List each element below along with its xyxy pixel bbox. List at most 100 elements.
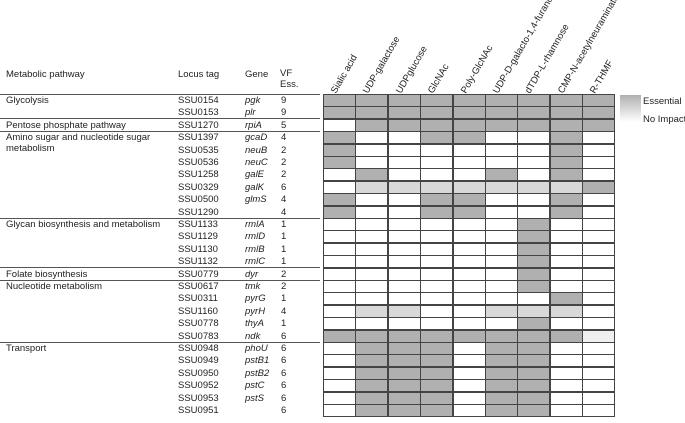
vf-essential: 2 <box>281 157 287 168</box>
heatmap-cell <box>549 329 583 343</box>
vf-essential: 5 <box>281 119 287 131</box>
heatmap-cell <box>485 218 518 231</box>
heatmap-cell <box>420 267 454 281</box>
heatmap-cell <box>323 342 356 355</box>
vf-essential: 1 <box>281 293 287 305</box>
heatmap-cell <box>355 131 389 145</box>
heatmap-cell <box>582 404 616 417</box>
locus-tag: SSU0617 <box>178 281 219 292</box>
heatmap-cell <box>420 118 454 132</box>
heatmap-cell <box>517 292 551 306</box>
locus-tag: SSU0783 <box>178 330 219 342</box>
heatmap-cell <box>355 317 389 331</box>
heatmap-cell <box>549 180 583 194</box>
locus-tag: SSU1129 <box>178 231 218 243</box>
gene-name: dyr <box>245 268 259 280</box>
heatmap-cell <box>452 106 486 120</box>
heatmap-cell <box>420 106 454 120</box>
heatmap-cell <box>323 156 356 169</box>
heatmap-cell <box>582 168 616 182</box>
heatmap-cell <box>452 354 486 368</box>
locus-tag: SSU0153 <box>178 107 219 119</box>
heatmap-cell <box>582 131 616 145</box>
heatmap-cell <box>355 354 389 368</box>
heatmap-cell <box>582 354 616 368</box>
gene-name: phoU <box>245 343 268 354</box>
gene-name: pgk <box>245 95 261 106</box>
heatmap-cell <box>452 304 486 318</box>
heatmap-cell <box>517 267 551 281</box>
heatmap-cell <box>485 317 518 331</box>
group-separator <box>0 217 320 219</box>
heatmap-cell <box>355 280 389 293</box>
heatmap-cell <box>387 168 421 182</box>
heatmap-cell <box>355 106 389 120</box>
pathway-label: Nucleotide metabolism <box>6 281 103 292</box>
heatmap-cell <box>582 193 616 207</box>
heatmap-cell <box>485 230 518 244</box>
heatmap-cell <box>517 317 551 331</box>
heatmap-cell <box>323 255 356 269</box>
heatmap-cell <box>355 218 389 231</box>
heatmap-cell <box>420 317 454 331</box>
heatmap-cell <box>323 242 356 256</box>
heatmap-cell <box>452 267 486 281</box>
header-gene: Gene <box>245 69 269 80</box>
gene-name: rmlD <box>245 231 266 243</box>
heatmap-cell <box>517 255 551 269</box>
heatmap-cell <box>355 193 389 207</box>
heatmap-cell <box>485 379 518 393</box>
heatmap-cell <box>387 230 421 244</box>
header-pathway: Metabolic pathway <box>6 69 85 80</box>
heatmap-cell <box>323 379 356 393</box>
heatmap-cell <box>387 354 421 368</box>
heatmap-cell <box>355 342 389 355</box>
heatmap-cell <box>452 366 486 380</box>
heatmap-cell <box>420 292 454 306</box>
heatmap-cell <box>485 354 518 368</box>
heatmap-cell <box>323 280 356 293</box>
locus-tag: SSU1130 <box>178 243 218 255</box>
heatmap-cell <box>517 391 551 405</box>
heatmap-cell <box>485 391 518 405</box>
heatmap-cell <box>582 205 616 219</box>
heatmap-cell <box>355 391 389 405</box>
vf-essential: 9 <box>281 95 287 106</box>
heatmap-cell <box>517 156 551 169</box>
gene-name: pstS <box>245 392 265 404</box>
gene-name: rpiA <box>245 119 262 131</box>
heatmap-cell <box>323 205 356 219</box>
heatmap-cell <box>517 131 551 145</box>
heatmap-cell <box>582 317 616 331</box>
heatmap-cell <box>420 304 454 318</box>
locus-tag: SSU0500 <box>178 194 219 206</box>
heatmap-cell <box>323 118 356 132</box>
heatmap-cell <box>517 180 551 194</box>
heatmap-cell <box>549 230 583 244</box>
header-locus: Locus tag <box>178 69 220 80</box>
gene-name: pstB1 <box>245 355 270 367</box>
heatmap-cell <box>452 342 486 355</box>
heatmap-cell <box>420 280 454 293</box>
heatmap-cell <box>452 280 486 293</box>
heatmap-cell <box>387 304 421 318</box>
heatmap-cell <box>549 156 583 169</box>
vf-essential: 4 <box>281 194 287 206</box>
heatmap-cell <box>517 342 551 355</box>
heatmap-cell <box>420 391 454 405</box>
heatmap-cell <box>549 267 583 281</box>
gene-name: galK <box>245 181 265 193</box>
heatmap-cell <box>582 156 616 169</box>
group-separator <box>0 93 320 95</box>
heatmap-cell <box>549 404 583 417</box>
gene-name: gcaD <box>245 132 268 144</box>
locus-tag: SSU1290 <box>178 206 219 218</box>
heatmap-cell <box>549 118 583 132</box>
heatmap-cell <box>549 131 583 145</box>
heatmap-cell <box>323 366 356 380</box>
header-vf: VF Ess. <box>280 68 299 90</box>
heatmap-cell <box>517 205 551 219</box>
vf-essential: 6 <box>281 330 287 342</box>
heatmap-cell <box>420 143 454 157</box>
heatmap-cell <box>355 180 389 194</box>
